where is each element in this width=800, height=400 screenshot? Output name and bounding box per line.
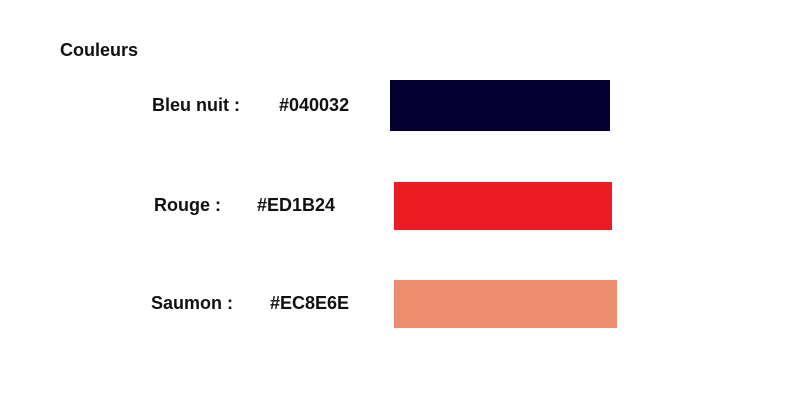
color-hex-bleu-nuit: #040032 [279, 95, 350, 115]
color-swatch-rouge [394, 182, 612, 230]
color-hex-rouge: #ED1B24 [257, 195, 336, 215]
color-swatch-saumon [394, 280, 617, 328]
color-name-bleu-nuit: Bleu nuit : [152, 95, 240, 115]
color-hex-saumon: #EC8E6E [270, 293, 350, 313]
color-name-rouge: Rouge : [154, 195, 221, 215]
color-swatch-bleu-nuit [390, 80, 610, 131]
color-name-saumon: Saumon : [151, 293, 234, 313]
page-title: Couleurs [60, 40, 139, 60]
